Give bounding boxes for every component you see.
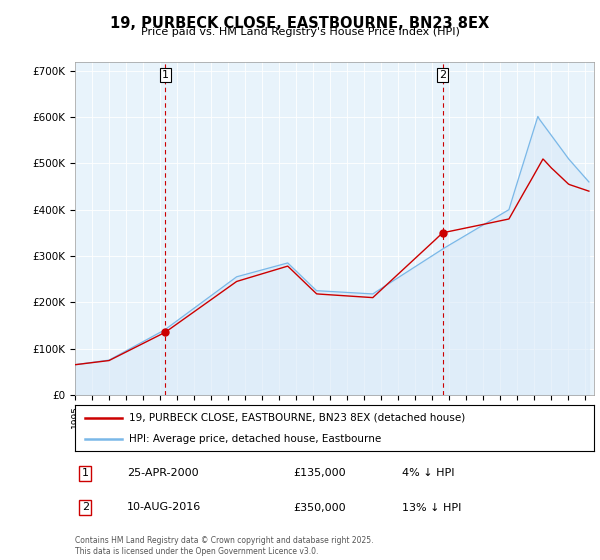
Text: £135,000: £135,000 [293,468,346,478]
Text: 1: 1 [161,71,169,81]
Text: 1: 1 [82,468,89,478]
Text: HPI: Average price, detached house, Eastbourne: HPI: Average price, detached house, East… [130,435,382,444]
Text: 10-AUG-2016: 10-AUG-2016 [127,502,201,512]
Text: 19, PURBECK CLOSE, EASTBOURNE, BN23 8EX: 19, PURBECK CLOSE, EASTBOURNE, BN23 8EX [110,16,490,31]
Text: 25-APR-2000: 25-APR-2000 [127,468,199,478]
Text: 2: 2 [82,502,89,512]
Text: £350,000: £350,000 [293,502,346,512]
Text: 2: 2 [439,71,446,81]
Text: 13% ↓ HPI: 13% ↓ HPI [402,502,461,512]
Text: 4% ↓ HPI: 4% ↓ HPI [402,468,454,478]
Text: 19, PURBECK CLOSE, EASTBOURNE, BN23 8EX (detached house): 19, PURBECK CLOSE, EASTBOURNE, BN23 8EX … [130,413,466,423]
Text: Contains HM Land Registry data © Crown copyright and database right 2025.
This d: Contains HM Land Registry data © Crown c… [75,536,373,556]
Text: Price paid vs. HM Land Registry's House Price Index (HPI): Price paid vs. HM Land Registry's House … [140,27,460,37]
